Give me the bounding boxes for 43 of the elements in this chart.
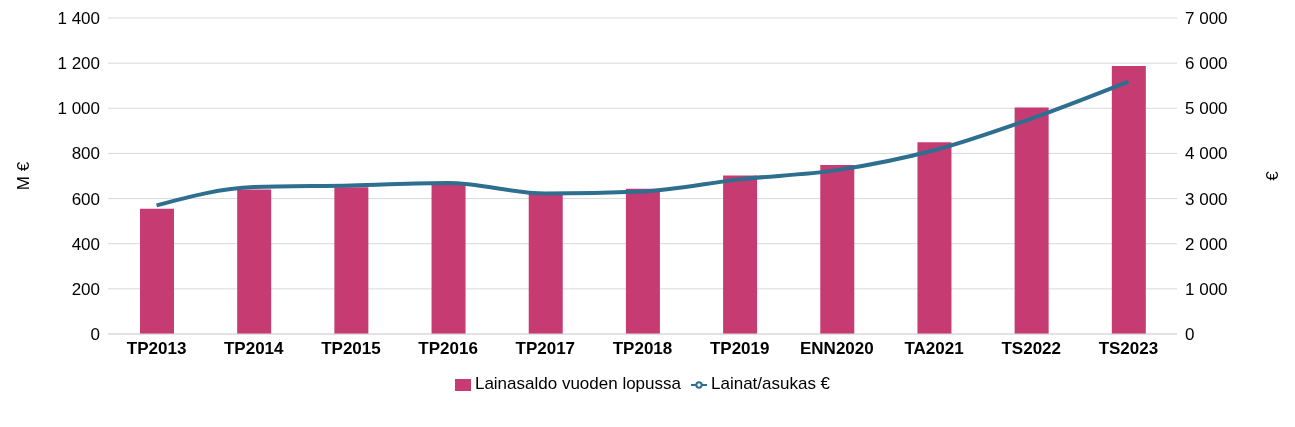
line-series	[154, 79, 1131, 208]
y-tick-label: 400	[71, 234, 100, 254]
y-tick-label: 1 200	[57, 54, 100, 74]
y2-tick-label: 3 000	[1185, 189, 1228, 209]
legend-label: Lainasaldo vuoden lopussa	[474, 374, 681, 393]
x-tick-label: TA2021	[904, 339, 964, 359]
bar	[334, 187, 369, 334]
y-tick-label: 600	[71, 189, 100, 209]
x-tick-label: TP2019	[709, 339, 770, 359]
bar	[431, 185, 466, 334]
y-tick-label: 1 000	[57, 99, 100, 119]
x-tick-label: TP2013	[126, 339, 187, 359]
y2-axis-title: €	[1263, 170, 1283, 181]
y2-tick-label: 7 000	[1185, 9, 1228, 29]
x-tick-label: TP2015	[321, 339, 381, 359]
y2-tick-label: 5 000	[1185, 99, 1228, 119]
x-tick-label: TP2017	[515, 339, 576, 359]
x-tick-label: TP2018	[612, 339, 673, 359]
bar	[917, 142, 952, 334]
x-tick-label: TS2023	[1098, 339, 1159, 359]
y-tick-label: 800	[71, 144, 100, 164]
bar	[1014, 107, 1049, 334]
bar	[625, 188, 660, 334]
x-tick-label: TS2022	[1001, 339, 1061, 359]
y2-tick-label: 6 000	[1185, 54, 1228, 74]
y-axis-title: M €	[14, 161, 34, 191]
legend-label: Lainat/asukas €	[710, 374, 831, 393]
x-tick-label: TP2016	[418, 339, 478, 359]
y2-tick-label: 0	[1185, 325, 1195, 345]
y-tick-label: 0	[90, 325, 100, 345]
y2-tick-label: 1 000	[1185, 279, 1228, 299]
y2-tick-label: 4 000	[1185, 144, 1228, 164]
x-tick-label: ENN2020	[800, 339, 874, 359]
bar	[820, 164, 855, 334]
bar	[140, 208, 174, 334]
y-tick-label: 200	[71, 279, 100, 299]
bar	[723, 175, 758, 334]
bar	[1111, 66, 1146, 334]
x-tick-label: TP2014	[224, 339, 285, 359]
bar	[237, 189, 272, 334]
y-tick-label: 1 400	[57, 9, 100, 29]
y2-tick-label: 2 000	[1185, 234, 1228, 254]
bar	[528, 194, 563, 334]
